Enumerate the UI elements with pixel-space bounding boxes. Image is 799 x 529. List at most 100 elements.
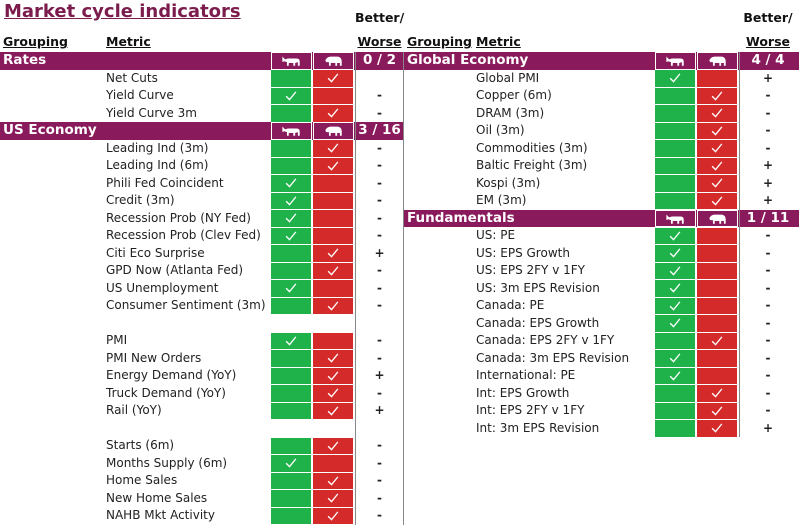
metric: Leading Ind (6m) bbox=[106, 158, 209, 172]
metric: Kospi (3m) bbox=[476, 175, 541, 190]
check-icon bbox=[711, 143, 723, 153]
check-icon bbox=[327, 370, 339, 381]
bear-box bbox=[313, 175, 353, 192]
better-worse-top: Better/ bbox=[355, 10, 405, 25]
bull-box bbox=[655, 297, 695, 314]
better-worse: + bbox=[762, 420, 774, 435]
metric: Energy Demand (YoY) bbox=[106, 368, 237, 382]
bear-box bbox=[697, 332, 737, 349]
bull-cell bbox=[271, 122, 312, 140]
bear-box bbox=[313, 70, 353, 87]
section-score: 1 / 11 bbox=[746, 209, 790, 226]
metric: Oil (3m) bbox=[476, 123, 525, 137]
metric: Recession Prob (NY Fed) bbox=[106, 210, 251, 225]
bull-box bbox=[271, 332, 311, 349]
metric: Yield Curve bbox=[106, 88, 174, 102]
bear-box bbox=[313, 140, 353, 157]
bear-box bbox=[313, 437, 353, 454]
better-worse: - bbox=[377, 508, 382, 522]
bull-box bbox=[271, 385, 311, 402]
metric-header: Metric bbox=[476, 34, 521, 49]
bear-box bbox=[313, 472, 353, 489]
bear-box bbox=[697, 297, 737, 314]
bear-box bbox=[697, 70, 737, 87]
bear-box bbox=[313, 210, 353, 227]
check-icon bbox=[327, 143, 339, 153]
bull-box bbox=[271, 367, 311, 384]
better-worse: - bbox=[377, 333, 382, 347]
bear-box bbox=[313, 402, 353, 419]
metric: Phili Fed Coincident bbox=[106, 175, 224, 190]
bull-cell bbox=[655, 52, 696, 70]
metric: Baltic Freight (3m) bbox=[476, 158, 588, 172]
check-icon bbox=[711, 108, 723, 118]
bear-box bbox=[313, 385, 353, 402]
metric: US: 3m EPS Revision bbox=[476, 280, 600, 295]
bull-box bbox=[655, 87, 695, 104]
metric: PMI bbox=[106, 333, 128, 347]
better-worse: - bbox=[765, 245, 771, 260]
better-worse: - bbox=[765, 140, 771, 155]
better-worse: + bbox=[374, 403, 385, 417]
better-worse: + bbox=[762, 175, 774, 190]
bull-box bbox=[655, 245, 695, 262]
bull-box bbox=[655, 367, 695, 384]
bull-box bbox=[655, 420, 695, 437]
better-worse: + bbox=[374, 368, 385, 382]
check-icon bbox=[327, 248, 339, 258]
better-worse: - bbox=[765, 228, 771, 242]
better-worse: - bbox=[377, 490, 382, 505]
check-icon bbox=[285, 90, 297, 101]
check-icon bbox=[285, 458, 297, 468]
bear-box bbox=[313, 87, 353, 104]
bear-box bbox=[697, 122, 737, 139]
bull-box bbox=[655, 350, 695, 367]
bull-box bbox=[271, 245, 311, 262]
better-worse: - bbox=[765, 88, 771, 102]
bull-box bbox=[655, 280, 695, 297]
metric: Global PMI bbox=[476, 70, 540, 85]
bear-icon bbox=[325, 126, 342, 136]
bull-box bbox=[271, 70, 311, 87]
metric: International: PE bbox=[476, 368, 576, 382]
bear-box bbox=[313, 490, 353, 507]
metric: Int: EPS Growth bbox=[476, 385, 570, 400]
bull-box bbox=[271, 472, 311, 489]
better-worse: - bbox=[377, 88, 382, 102]
bull-box bbox=[655, 122, 695, 139]
bull-box bbox=[271, 437, 311, 454]
metric: Consumer Sentiment (3m) bbox=[106, 298, 266, 312]
bull-icon bbox=[666, 214, 684, 224]
metric: New Home Sales bbox=[106, 490, 208, 505]
grouping-header: Grouping bbox=[407, 34, 472, 49]
section-grouping: US Economy bbox=[3, 122, 97, 138]
bear-box bbox=[697, 87, 737, 104]
better-worse-top: Better/ bbox=[743, 10, 793, 25]
check-icon bbox=[711, 423, 723, 433]
better-worse: - bbox=[765, 350, 771, 365]
check-icon bbox=[669, 353, 681, 363]
metric: NAHB Mkt Activity bbox=[106, 508, 215, 522]
column-rule bbox=[355, 52, 356, 525]
bear-box bbox=[697, 227, 737, 244]
metric: Truck Demand (YoY) bbox=[106, 385, 226, 400]
bull-box bbox=[271, 507, 311, 524]
section-grouping: Fundamentals bbox=[407, 209, 515, 226]
bull-box bbox=[271, 280, 311, 297]
better-worse: - bbox=[377, 280, 382, 295]
section-score: 0 / 2 bbox=[362, 52, 397, 68]
metric: Credit (3m) bbox=[106, 193, 175, 207]
better-worse: - bbox=[765, 385, 771, 400]
better-worse: - bbox=[765, 263, 771, 277]
bear-box bbox=[697, 192, 737, 209]
bear-box bbox=[697, 157, 737, 174]
metric: Net Cuts bbox=[106, 70, 158, 85]
bull-icon bbox=[282, 126, 300, 136]
bull-box bbox=[655, 385, 695, 402]
bull-box bbox=[655, 315, 695, 332]
metric: US: EPS Growth bbox=[476, 245, 570, 260]
bull-box bbox=[271, 455, 311, 472]
metric: DRAM (3m) bbox=[476, 105, 545, 120]
metric: Canada: PE bbox=[476, 298, 545, 312]
bear-box bbox=[313, 262, 353, 279]
